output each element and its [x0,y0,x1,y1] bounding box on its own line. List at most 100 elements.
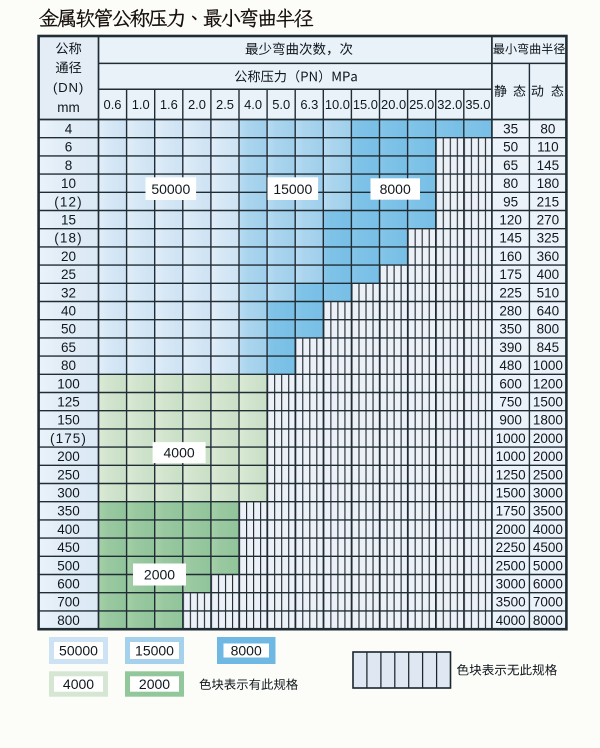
svg-text:80: 80 [540,122,555,137]
svg-text:(18): (18) [54,231,82,246]
svg-text:1000: 1000 [496,449,526,464]
svg-text:4000: 4000 [533,522,563,537]
svg-text:65: 65 [61,340,76,355]
svg-text:0.6: 0.6 [104,97,122,112]
svg-text:640: 640 [537,304,560,319]
svg-text:100: 100 [57,376,80,391]
svg-text:2500: 2500 [496,558,526,573]
svg-text:2500: 2500 [533,467,563,482]
svg-text:(175): (175) [50,431,87,446]
svg-text:145: 145 [537,158,560,173]
svg-text:10.0: 10.0 [325,97,350,112]
svg-text:325: 325 [537,231,560,246]
svg-text:160: 160 [499,249,522,264]
svg-text:mm: mm [57,100,80,115]
svg-text:2000: 2000 [139,676,170,692]
svg-text:5.0: 5.0 [272,97,290,112]
svg-text:250: 250 [57,467,80,482]
svg-text:4: 4 [65,122,73,137]
svg-text:10: 10 [61,176,76,191]
svg-text:200: 200 [57,449,80,464]
svg-text:600: 600 [499,376,522,391]
svg-text:400: 400 [57,522,80,537]
svg-text:2000: 2000 [533,431,563,446]
svg-text:2.5: 2.5 [216,97,234,112]
svg-text:280: 280 [499,304,522,319]
svg-text:110: 110 [537,140,559,155]
svg-text:(DN): (DN) [53,80,84,95]
svg-text:180: 180 [537,176,560,191]
svg-text:1.0: 1.0 [132,97,150,112]
svg-text:3500: 3500 [496,595,526,610]
svg-text:95: 95 [503,194,518,209]
svg-text:20.0: 20.0 [381,97,406,112]
svg-text:3000: 3000 [496,577,526,592]
svg-text:175: 175 [499,267,522,282]
svg-text:1750: 1750 [496,504,526,519]
svg-text:80: 80 [503,176,518,191]
svg-text:4000: 4000 [63,676,94,692]
svg-text:390: 390 [499,340,522,355]
svg-text:225: 225 [499,285,522,300]
svg-text:215: 215 [537,194,560,209]
svg-text:845: 845 [537,340,560,355]
svg-text:15: 15 [61,213,76,228]
svg-text:150: 150 [57,413,80,428]
svg-text:480: 480 [499,358,522,373]
svg-text:1000: 1000 [533,358,563,373]
svg-text:350: 350 [57,504,80,519]
svg-text:3500: 3500 [533,504,563,519]
svg-text:80: 80 [61,358,76,373]
svg-text:360: 360 [537,249,560,264]
svg-text:6000: 6000 [533,577,563,592]
svg-text:5000: 5000 [533,558,563,573]
svg-text:35.0: 35.0 [465,97,490,112]
svg-text:50: 50 [61,322,76,337]
svg-text:25: 25 [61,267,76,282]
svg-text:750: 750 [499,395,522,410]
svg-text:4000: 4000 [496,613,526,628]
svg-text:900: 900 [499,413,522,428]
svg-text:40: 40 [61,304,76,319]
svg-text:50000: 50000 [151,181,190,197]
svg-text:8000: 8000 [380,181,411,197]
svg-text:1200: 1200 [533,376,563,391]
svg-text:300: 300 [57,486,80,501]
svg-text:2250: 2250 [496,540,526,555]
svg-text:350: 350 [499,322,522,337]
svg-text:35: 35 [503,122,518,137]
svg-text:500: 500 [57,558,80,573]
svg-text:270: 270 [537,213,560,228]
svg-text:450: 450 [57,540,80,555]
svg-text:2000: 2000 [496,522,526,537]
svg-text:15.0: 15.0 [353,97,378,112]
svg-text:125: 125 [57,395,80,410]
svg-text:15000: 15000 [135,643,174,659]
svg-text:4.0: 4.0 [244,97,262,112]
svg-text:600: 600 [57,577,80,592]
svg-text:1.6: 1.6 [160,97,178,112]
svg-text:4500: 4500 [533,540,563,555]
svg-text:4000: 4000 [164,445,195,461]
svg-text:8000: 8000 [231,643,262,659]
svg-text:50000: 50000 [59,643,98,659]
svg-text:2000: 2000 [144,567,175,583]
svg-text:510: 510 [537,285,560,300]
svg-text:800: 800 [57,613,80,628]
svg-text:15000: 15000 [273,181,312,197]
svg-text:1500: 1500 [496,486,526,501]
svg-text:32: 32 [61,285,76,300]
svg-text:800: 800 [537,322,560,337]
svg-text:50: 50 [503,140,518,155]
svg-text:8: 8 [65,158,73,173]
svg-text:8000: 8000 [533,613,563,628]
svg-text:20: 20 [61,249,76,264]
svg-text:25.0: 25.0 [409,97,434,112]
svg-text:1000: 1000 [496,431,526,446]
svg-text:6.3: 6.3 [300,97,318,112]
svg-text:65: 65 [503,158,518,173]
svg-text:1800: 1800 [533,413,563,428]
svg-text:700: 700 [57,595,80,610]
svg-text:32.0: 32.0 [437,97,462,112]
svg-text:2000: 2000 [533,449,563,464]
